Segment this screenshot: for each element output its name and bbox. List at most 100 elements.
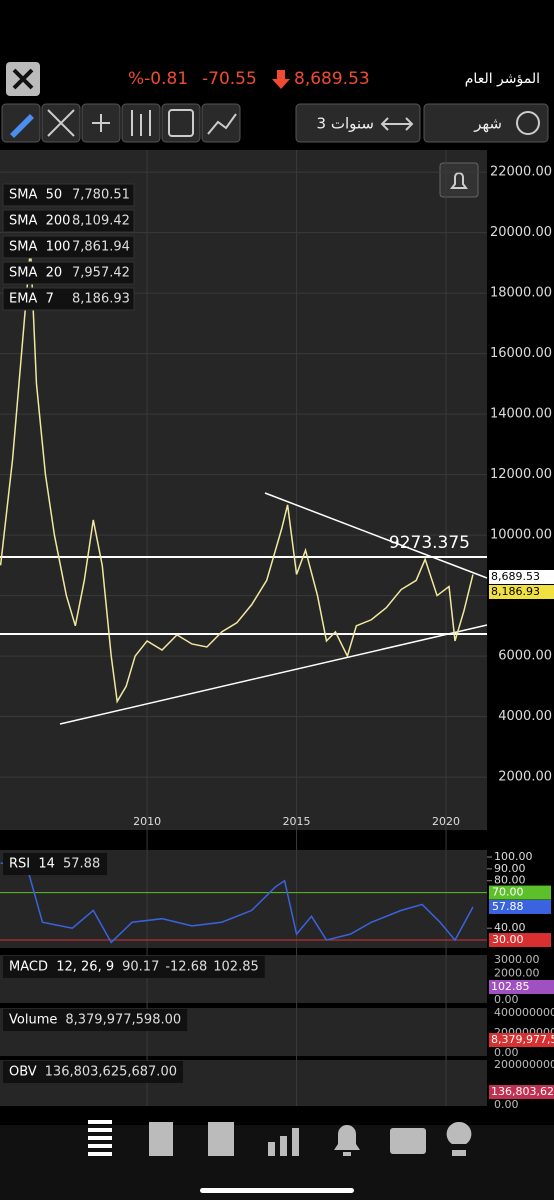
- rsi-label: RSI 14: [9, 857, 55, 872]
- price-tag-label: 8,186.93: [491, 585, 540, 598]
- panel-value: 8,379,977,598.00: [65, 1013, 181, 1028]
- panel-tick-label: 2000.00: [494, 966, 540, 979]
- rsi-level-label: 30.00: [492, 933, 524, 946]
- change: -70.55: [202, 69, 257, 89]
- y-tick-label: 22000.00: [490, 165, 552, 180]
- legend-label: SMA 50: [9, 188, 62, 203]
- y-tick-label: 12000.00: [490, 467, 552, 482]
- legend-value: 7,861.94: [72, 240, 130, 255]
- tab-list[interactable]: [88, 1120, 112, 1156]
- crosshair-icon: [92, 114, 110, 132]
- y-tick-label: 14000.00: [490, 407, 552, 422]
- alert-button[interactable]: [439, 162, 479, 198]
- panel-tick-label: 0.00: [494, 1046, 519, 1059]
- interval-button[interactable]: [423, 103, 549, 143]
- rsi-tick-label: 90.00: [494, 862, 526, 875]
- tab-chart[interactable]: [268, 1128, 299, 1156]
- y-tick-label: 10000.00: [490, 528, 552, 543]
- price-line: [0, 247, 474, 704]
- panel-tag-label: 102.85: [491, 980, 530, 993]
- tab-ideas[interactable]: [446, 1121, 472, 1156]
- tab-portfolio[interactable]: [390, 1128, 426, 1154]
- panel-tick-label: 3000.00: [494, 953, 540, 966]
- y-tick-label: 18000.00: [490, 286, 552, 301]
- price: 8,689.53: [294, 69, 370, 89]
- legend-box: [2, 183, 135, 207]
- panel-value: -12.68: [165, 960, 207, 975]
- legend-label: SMA 200: [9, 214, 70, 229]
- rsi-tick-label: 80.00: [494, 874, 526, 887]
- index-title: المؤشر العام: [465, 71, 540, 87]
- price-tag: [489, 570, 554, 584]
- panel-label: OBV: [9, 1065, 37, 1080]
- y-tick-label: 2000.00: [498, 770, 552, 785]
- y-tick-label: 4000.00: [498, 709, 552, 724]
- legend-label: SMA 20: [9, 266, 62, 281]
- x-tick-label: 2010: [133, 815, 161, 828]
- bell-icon: [450, 172, 468, 189]
- panel-value: 102.85: [213, 960, 259, 975]
- home-indicator: [200, 1188, 354, 1193]
- tab-news[interactable]: [208, 1122, 234, 1156]
- trend-icon: [207, 113, 237, 135]
- rsi-level-tag: [489, 885, 551, 900]
- panel-label: MACD 12, 26, 9: [9, 960, 114, 975]
- legend-label: SMA 100: [9, 240, 70, 255]
- rsi-line: [0, 862, 474, 944]
- price-tag: [489, 585, 554, 599]
- close-icon: [12, 68, 34, 90]
- tab-doc[interactable]: [149, 1122, 173, 1156]
- period-arrows: [380, 117, 414, 131]
- legend-box: [2, 235, 135, 259]
- rsi-legend-box: [3, 853, 107, 875]
- panel-tag-label: 8,379,977,598.00: [491, 1033, 554, 1046]
- indicators-button[interactable]: [161, 103, 201, 143]
- candle-icon: [131, 110, 151, 136]
- rsi-tick-label: 100.00: [494, 850, 533, 863]
- rsi-value: 57.88: [63, 857, 100, 872]
- legend-label: EMA 7: [9, 292, 54, 307]
- rsi-level-label: 70.00: [492, 886, 524, 899]
- panel-legend-box: [3, 1061, 183, 1083]
- panel-tag-label: 136,803,625,687.00: [491, 1085, 554, 1098]
- legend-box: [2, 209, 135, 233]
- panel-tick-label: 0.00: [494, 993, 519, 1006]
- legend-value: 7,957.42: [72, 266, 130, 281]
- legend-box: [2, 287, 135, 311]
- panel-legend-box: [3, 956, 265, 978]
- rsi-tick-label: 40.00: [494, 921, 526, 934]
- legend-value: 8,109.42: [72, 214, 130, 229]
- trend-line: [59, 624, 488, 725]
- panel-legend-box: [3, 1009, 188, 1031]
- panel-value: 136,803,625,687.00: [45, 1065, 177, 1080]
- rsi-last-tag: [489, 899, 551, 914]
- list-icon: [168, 109, 194, 137]
- panel-tag: [489, 980, 554, 994]
- tools-icon: [47, 109, 75, 137]
- x-tick-label: 2020: [432, 815, 460, 828]
- down-arrow: [272, 70, 290, 89]
- interval-label: شهر: [473, 115, 502, 133]
- y-tick-label: 16000.00: [490, 346, 552, 361]
- clock-icon: [516, 111, 540, 135]
- panel-tick-label: 200000000000.00: [494, 1058, 554, 1071]
- resistance-label: 9273.375: [389, 533, 470, 553]
- panel-value: 90.17: [122, 960, 159, 975]
- change-pct: %-0.81: [128, 69, 188, 89]
- panel-tick-label: 40000000000.00: [494, 1006, 554, 1019]
- y-tick-label: 6000.00: [498, 649, 552, 664]
- legend-value: 8,186.93: [72, 292, 130, 307]
- y-tick-label: 20000.00: [490, 225, 552, 240]
- panel-tag: [489, 1085, 554, 1099]
- legend-box: [2, 261, 135, 285]
- x-tick-label: 2015: [283, 815, 311, 828]
- tab-alerts[interactable]: [334, 1125, 360, 1156]
- period-button[interactable]: [295, 103, 421, 143]
- pencil-icon: [10, 114, 34, 138]
- trend-line: [264, 492, 488, 579]
- rsi-level-tag: [489, 933, 551, 948]
- price-tag-label: 8,689.53: [491, 570, 540, 583]
- panel-tag: [489, 1033, 554, 1047]
